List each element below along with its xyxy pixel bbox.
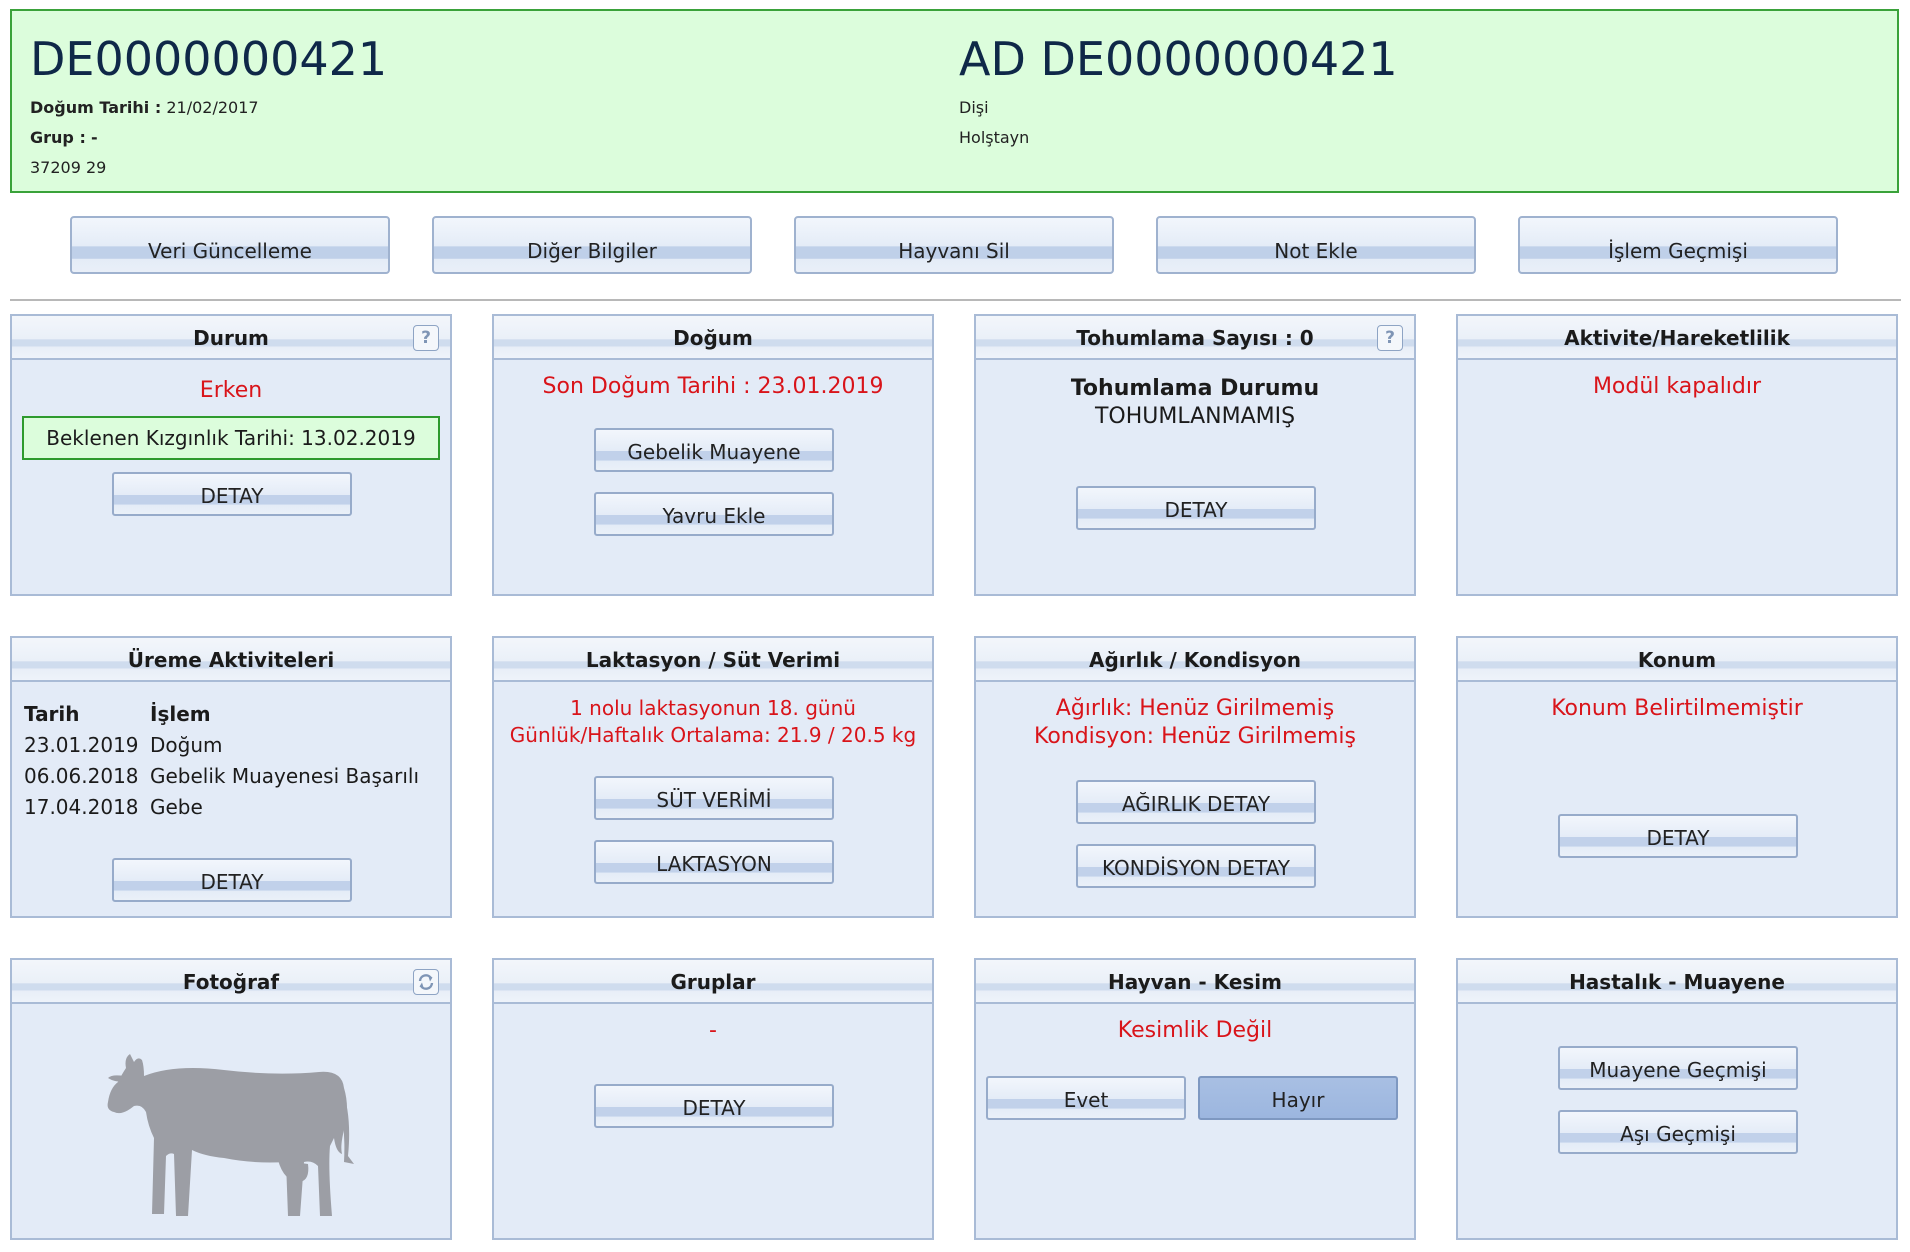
panel-slaughter: Hayvan - Kesim Kesimlik Değil Evet Hayır [974,958,1416,1240]
panel-title: Ağırlık / Kondisyon [976,638,1414,682]
slaughter-yes-button[interactable]: Evet [986,1076,1186,1120]
row-date: 06.06.2018 [24,763,139,788]
panel-groups: Gruplar - DETAY [492,958,934,1240]
panel-lactation: Laktasyon / Süt Verimi 1 nolu laktasyonu… [492,636,934,918]
milk-average: Günlük/Haftalık Ortalama: 21.9 / 20.5 kg [509,723,917,747]
panel-photo: Fotoğraf [10,958,452,1240]
panel-title: Üreme Aktiviteleri [12,638,450,682]
module-disabled-text: Modül kapalıdır [1592,374,1762,399]
table-row: 06.06.2018 Gebelik Muayenesi Başarılı [24,760,419,791]
groups-detail-button[interactable]: DETAY [594,1084,834,1128]
panel-disease: Hastalık - Muayene Muayene Geçmişi Aşı G… [1456,958,1898,1240]
animal-sex: Dişi [959,98,989,117]
data-update-button[interactable]: Veri Güncelleme [70,216,390,274]
other-info-button[interactable]: Diğer Bilgiler [432,216,752,274]
lactation-button[interactable]: LAKTASYON [594,840,834,884]
panel-title-text: Fotoğraf [182,970,280,994]
location-detail-button[interactable]: DETAY [1558,814,1798,858]
insemination-detail-button[interactable]: DETAY [1076,486,1316,530]
location-status: Konum Belirtilmemiştir [1551,696,1803,721]
condition-status: Kondisyon: Henüz Girilmemiş [1033,724,1356,749]
expected-heat-date: Beklenen Kızgınlık Tarihi: 13.02.2019 [22,416,440,460]
reproduction-detail-button[interactable]: DETAY [112,858,352,902]
column-header-action: İşlem [150,701,211,726]
panel-location: Konum Konum Belirtilmemiştir DETAY [1456,636,1898,918]
insemination-status-label: Tohumlama Durumu [1070,376,1320,401]
operation-history-button[interactable]: İşlem Geçmişi [1518,216,1838,274]
panel-title: Konum [1458,638,1896,682]
animal-breed: Holştayn [959,128,1030,147]
panel-title-text: Tohumlama Sayısı : 0 [1076,326,1314,350]
animal-id: DE0000000421 [30,32,388,86]
weight-status: Ağırlık: Henüz Girilmemiş [1055,696,1335,721]
group-label: Grup : [30,128,86,147]
status-text: Erken [199,378,263,403]
animal-name: AD DE0000000421 [959,32,1398,86]
column-header-date: Tarih [24,701,80,726]
panel-title: Fotoğraf [12,960,450,1004]
birth-date-row: Doğum Tarihi : 21/02/2017 [30,93,387,123]
panel-title-text: Durum [193,326,269,350]
cow-silhouette-icon [107,1054,354,1216]
panel-title: Doğum [494,316,932,360]
group-value: - [90,128,98,147]
table-row: 23.01.2019 Doğum [24,729,419,760]
status-detail-button[interactable]: DETAY [112,472,352,516]
pregnancy-exam-button[interactable]: Gebelik Muayene [594,428,834,472]
reproduction-table: Tarih İşlem 23.01.2019 Doğum 06.06.2018 … [24,698,419,822]
row-date: 23.01.2019 [24,732,139,757]
panel-title: Tohumlama Sayısı : 0 ? [976,316,1414,360]
insemination-status-value: TOHUMLANMAMIŞ [1094,404,1296,429]
panel-insemination: Tohumlama Sayısı : 0 ? Tohumlama Durumu … [974,314,1416,596]
panel-title: Gruplar [494,960,932,1004]
panel-birth: Doğum Son Doğum Tarihi : 23.01.2019 Gebe… [492,314,934,596]
vaccine-history-button[interactable]: Aşı Geçmişi [1558,1110,1798,1154]
lactation-day: 1 nolu laktasyonun 18. günü [570,696,856,720]
panel-weight: Ağırlık / Kondisyon Ağırlık: Henüz Giril… [974,636,1416,918]
group-value: - [709,1018,717,1043]
row-action: Doğum [150,732,223,757]
panel-reproduction: Üreme Aktiviteleri Tarih İşlem 23.01.201… [10,636,452,918]
panel-title: Laktasyon / Süt Verimi [494,638,932,682]
table-header: Tarih İşlem [24,698,419,729]
delete-animal-button[interactable]: Hayvanı Sil [794,216,1114,274]
row-action: Gebe [150,794,203,819]
panel-title: Aktivite/Hareketlilik [1458,316,1896,360]
slaughter-no-button[interactable]: Hayır [1198,1076,1398,1120]
panel-title: Durum ? [12,316,450,360]
milk-yield-button[interactable]: SÜT VERİMİ [594,776,834,820]
condition-detail-button[interactable]: KONDİSYON DETAY [1076,844,1316,888]
panel-activity: Aktivite/Hareketlilik Modül kapalıdır [1456,314,1898,596]
help-icon[interactable]: ? [413,325,439,351]
group-row: Grup : - [30,123,387,153]
help-icon[interactable]: ? [1377,325,1403,351]
divider [10,299,1901,301]
row-action: Gebelik Muayenesi Başarılı [150,763,420,788]
weight-detail-button[interactable]: AĞIRLIK DETAY [1076,780,1316,824]
add-offspring-button[interactable]: Yavru Ekle [594,492,834,536]
header-right: AD DE0000000421 Dişi Holştayn [959,31,1398,153]
header-left: DE0000000421 Doğum Tarihi : 21/02/2017 G… [30,31,387,183]
slaughter-status: Kesimlik Değil [1117,1018,1273,1043]
panel-status: Durum ? Erken Beklenen Kızgınlık Tarihi:… [10,314,452,596]
birth-date-value: 21/02/2017 [166,98,259,117]
panel-title: Hastalık - Muayene [1458,960,1896,1004]
last-birth-date: Son Doğum Tarihi : 23.01.2019 [542,374,884,399]
animal-code: 37209 29 [30,158,107,177]
add-note-button[interactable]: Not Ekle [1156,216,1476,274]
row-date: 17.04.2018 [24,794,139,819]
refresh-icon[interactable] [413,969,439,995]
birth-date-label: Doğum Tarihi : [30,98,162,117]
exam-history-button[interactable]: Muayene Geçmişi [1558,1046,1798,1090]
panel-title: Hayvan - Kesim [976,960,1414,1004]
table-row: 17.04.2018 Gebe [24,791,419,822]
animal-header: DE0000000421 Doğum Tarihi : 21/02/2017 G… [10,9,1899,193]
